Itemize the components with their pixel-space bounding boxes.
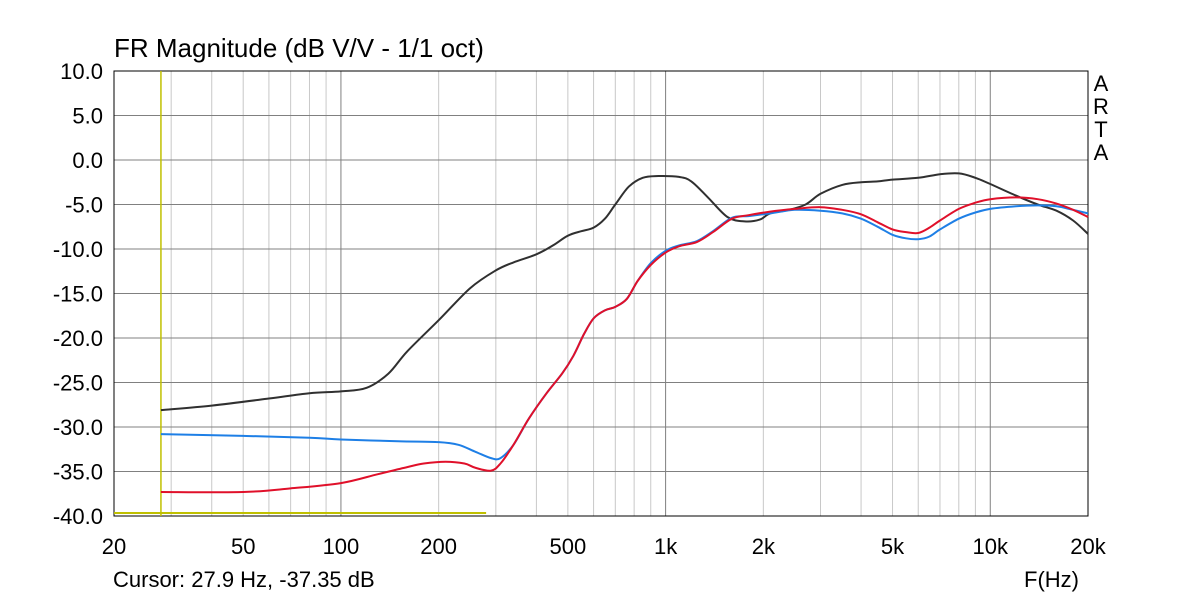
chart-title: FR Magnitude (dB V/V - 1/1 oct) (114, 33, 484, 63)
plot-frame (113, 70, 1089, 517)
cursor-readout: Cursor: 27.9 Hz, -37.35 dB (113, 567, 375, 592)
x-tick-label: 100 (323, 534, 360, 559)
y-tick-label: -5.0 (65, 193, 103, 218)
y-tick-label: -25.0 (53, 371, 103, 396)
series-line (160, 172, 1089, 412)
x-axis-tick-labels: 20 50 100 200 500 1k 2k 5k 10k 20k (102, 534, 1107, 559)
series-line (160, 196, 1089, 494)
brand-letter: A (1093, 71, 1109, 96)
x-tick-label: 5k (881, 534, 905, 559)
y-tick-label: -30.0 (53, 415, 103, 440)
y-tick-label: 10.0 (60, 59, 103, 84)
cursor-lines (114, 71, 487, 516)
brand-letter: R (1093, 94, 1109, 119)
y-tick-label: 0.0 (72, 148, 103, 173)
y-tick-label: -40.0 (53, 504, 103, 529)
x-tick-label: 10k (973, 534, 1009, 559)
x-tick-label: 20 (102, 534, 126, 559)
brand-letter: A (1093, 140, 1109, 165)
x-axis-label: F(Hz) (1024, 567, 1079, 592)
brand-letter: T (1094, 117, 1108, 142)
x-tick-label: 20k (1070, 534, 1106, 559)
x-tick-label: 500 (550, 534, 587, 559)
y-tick-label: -10.0 (53, 237, 103, 262)
y-tick-label: -35.0 (53, 460, 103, 485)
y-tick-label: -20.0 (53, 326, 103, 351)
y-tick-label: -15.0 (53, 282, 103, 307)
y-axis-tick-labels: 10.0 5.0 0.0 -5.0 -10.0 -15.0 -20.0 -25.0 -30.0 -… (53, 59, 103, 529)
arta-brand-label: A R T A (1091, 72, 1111, 164)
x-tick-label: 50 (231, 534, 255, 559)
y-tick-label: 5.0 (72, 104, 103, 129)
x-tick-label: 2k (752, 534, 776, 559)
x-tick-label: 1k (654, 534, 678, 559)
x-tick-label: 200 (420, 534, 457, 559)
series-group (160, 172, 1089, 494)
